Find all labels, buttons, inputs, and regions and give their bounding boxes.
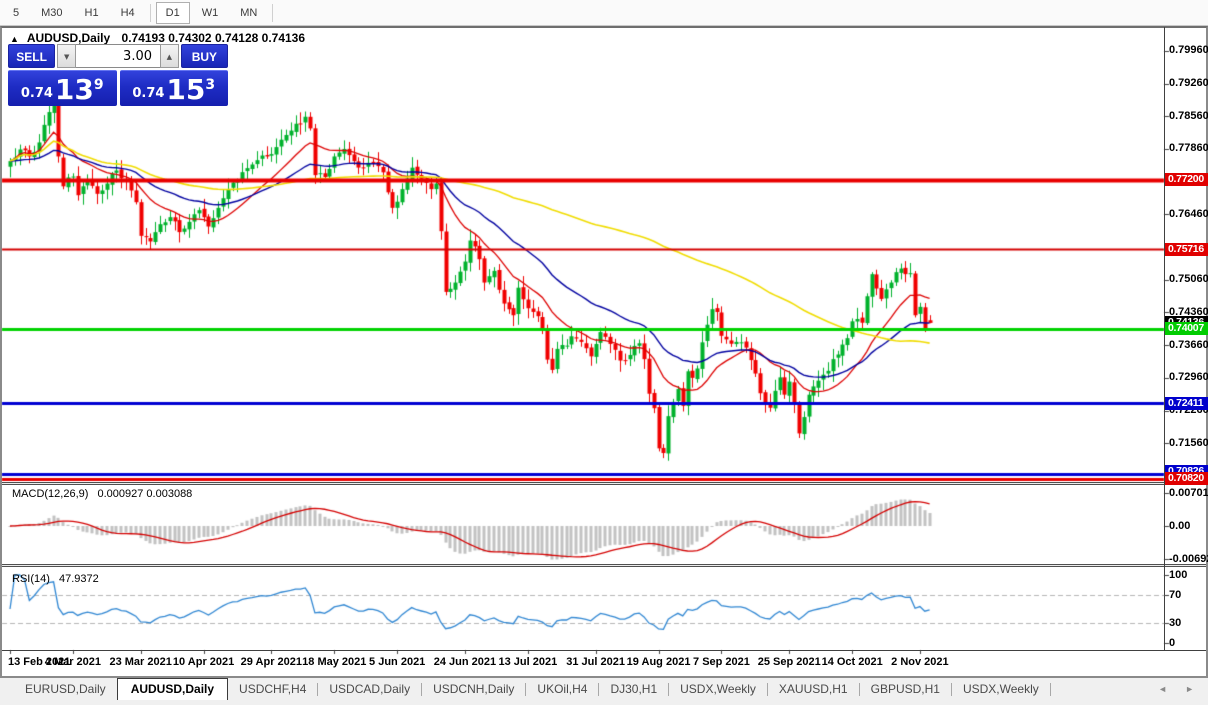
timeframe-button-mn[interactable]: MN (240, 6, 258, 19)
one-click-trading-panel: SELL ▼ ▲ BUY 0.74 13 9 0.74 15 3 (8, 44, 228, 106)
tab-divider (766, 683, 768, 696)
buy-button[interactable]: BUY (180, 44, 228, 68)
volume-decrease-button[interactable]: ▼ (57, 44, 76, 68)
timeframe-button-h4[interactable]: H4 (120, 6, 135, 19)
sell-price-display[interactable]: 0.74 13 9 (8, 70, 117, 106)
chart-ohlc-values: 0.74193 0.74302 0.74128 0.74136 (121, 31, 306, 45)
tab-divider (598, 683, 600, 696)
tab-divider (668, 683, 670, 696)
chart-tab-usdchf-h4[interactable]: USDCHF,H4 (239, 682, 307, 696)
sell-button[interactable]: SELL (8, 44, 56, 68)
timeframe-button-5[interactable]: 5 (13, 6, 20, 19)
tab-divider (421, 683, 423, 696)
chart-title: ▲ AUDUSD,Daily 0.74193 0.74302 0.74128 0… (10, 31, 305, 45)
chart-tab-gbpusd-h1[interactable]: GBPUSD,H1 (870, 682, 940, 696)
buy-price-base: 0.74 (132, 86, 165, 101)
tabs-scroll-left-icon[interactable]: ◄ (1158, 684, 1168, 694)
timeframe-button-d1[interactable]: D1 (155, 1, 190, 24)
chart-tab-xauusd-h1[interactable]: XAUUSD,H1 (778, 682, 848, 696)
buy-price-display[interactable]: 0.74 15 3 (119, 70, 228, 106)
chart-tab-bar: EURUSD,Daily AUDUSD,Daily USDCHF,H4 USDCAD,… (0, 678, 1208, 705)
macd-indicator-label: MACD(12,26,9) 0.000927 0.003088 (12, 488, 193, 500)
timeframe-button-w1[interactable]: W1 (201, 6, 219, 19)
sell-price-base: 0.74 (20, 86, 53, 101)
timeframe-button-m30[interactable]: M30 (41, 6, 63, 19)
tab-divider (525, 683, 527, 696)
sell-price-big: 13 (54, 73, 94, 106)
collapse-chart-icon[interactable]: ▲ (10, 34, 19, 44)
volume-input[interactable] (76, 44, 160, 68)
chart-tab-usdx-weekly[interactable]: USDX,Weekly (962, 682, 1039, 696)
chart-tab-ukoil-h4[interactable]: UKOil,H4 (537, 682, 588, 696)
toolbar-divider (272, 3, 274, 22)
buy-price-sup: 3 (205, 77, 216, 93)
sell-price-sup: 9 (93, 77, 104, 93)
tab-divider (317, 683, 319, 696)
chart-tab-audusd-daily[interactable]: AUDUSD,Daily (116, 678, 229, 700)
tab-divider (858, 683, 860, 696)
chart-tab-usdcnh-daily[interactable]: USDCNH,Daily (433, 682, 515, 696)
tab-divider (950, 683, 952, 696)
volume-increase-button[interactable]: ▲ (160, 44, 179, 68)
timeframe-toolbar: 5 M30 H1 H4 D1 W1 MN (0, 0, 1208, 26)
chart-tab-dj30-h1[interactable]: DJ30,H1 (610, 682, 658, 696)
tab-divider (1049, 683, 1051, 696)
chart-tab-eurusd-daily[interactable]: EURUSD,Daily (25, 682, 106, 696)
tabs-scroll-right-icon[interactable]: ► (1185, 684, 1194, 694)
rsi-indicator-label: RSI(14) 47.9372 (12, 573, 99, 585)
macd-indicator-values: 0.000927 0.003088 (97, 488, 193, 500)
rsi-indicator-value: 47.9372 (58, 573, 99, 585)
toolbar-divider (149, 3, 151, 22)
timeframe-button-h1[interactable]: H1 (84, 6, 99, 19)
chart-symbol-label: AUDUSD,Daily (26, 31, 111, 45)
chart-tab-usdx-weekly[interactable]: USDX,Weekly (680, 682, 756, 696)
chart-tab-usdcad-daily[interactable]: USDCAD,Daily (329, 682, 411, 696)
buy-price-big: 15 (166, 73, 206, 106)
